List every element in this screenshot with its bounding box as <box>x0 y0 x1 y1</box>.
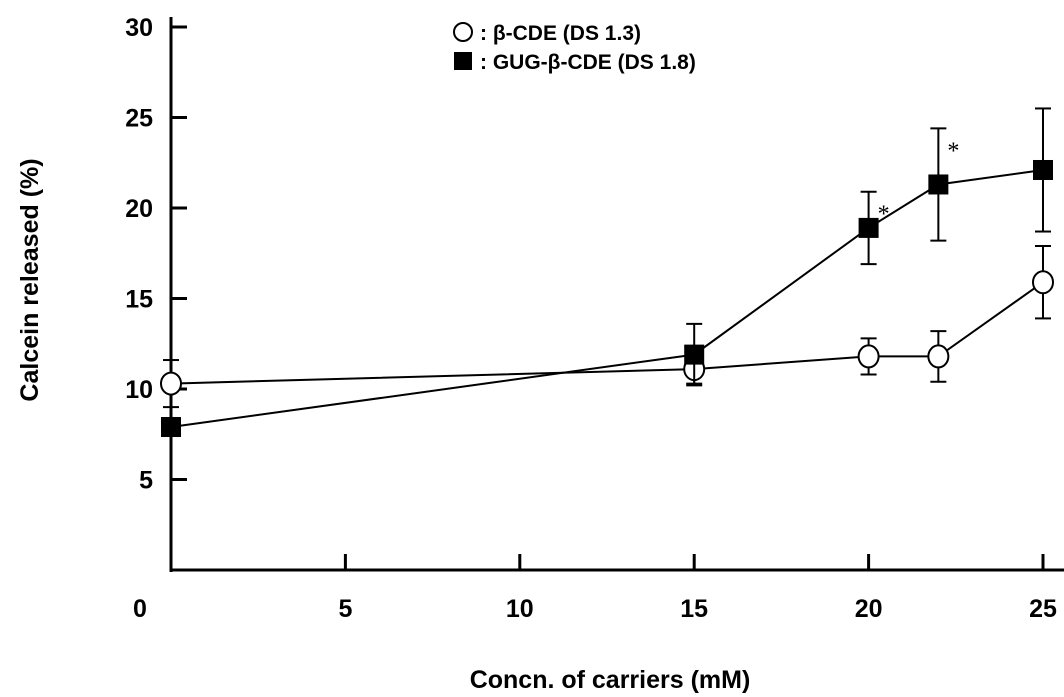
y-tick-label: 25 <box>125 105 153 133</box>
x-tick-label: 15 <box>680 595 708 623</box>
x-axis-title: Concn. of carriers (mM) <box>470 666 751 694</box>
legend-marker-square <box>454 52 472 70</box>
y-tick-label: 15 <box>125 286 153 314</box>
series-line <box>170 168 1044 429</box>
y-tick-label: 20 <box>125 195 153 223</box>
data-point-square <box>1033 159 1053 180</box>
data-point-square <box>684 344 705 365</box>
y-axis-title: Calcein released (%) <box>16 158 44 401</box>
data-point-circle <box>927 344 950 369</box>
significance-asterisk: * <box>878 202 890 228</box>
data-point-square <box>928 174 949 195</box>
y-tick-label: 30 <box>125 14 153 42</box>
x-tick-label: 25 <box>1029 595 1057 623</box>
x-tick-label: 0 <box>133 595 147 623</box>
y-tick-label: 5 <box>139 467 153 495</box>
axes: 5 10 15 20 25 30 0 5 10 15 20 25 <box>125 14 1064 623</box>
series-2 <box>161 107 1053 438</box>
data-point-square <box>161 417 181 438</box>
data-point-square <box>858 217 879 238</box>
x-tick-label: 10 <box>506 595 534 623</box>
data-point-circle <box>160 371 182 396</box>
legend: : β-CDE (DS 1.3) : GUG-β-CDE (DS 1.8) <box>453 22 696 74</box>
series-1 <box>160 245 1054 409</box>
data-point-circle <box>857 344 880 369</box>
series-layer: ** <box>160 107 1054 438</box>
significance-asterisk: * <box>947 138 959 164</box>
data-point-circle <box>1032 270 1054 295</box>
legend-label: : GUG-β-CDE (DS 1.8) <box>480 51 696 74</box>
x-tick-label: 5 <box>338 595 352 623</box>
y-tick-label: 10 <box>125 376 153 404</box>
series-line <box>170 281 1044 385</box>
x-tick-label: 20 <box>855 595 883 623</box>
legend-marker-circle <box>453 22 473 42</box>
legend-label: : β-CDE (DS 1.3) <box>480 22 641 45</box>
